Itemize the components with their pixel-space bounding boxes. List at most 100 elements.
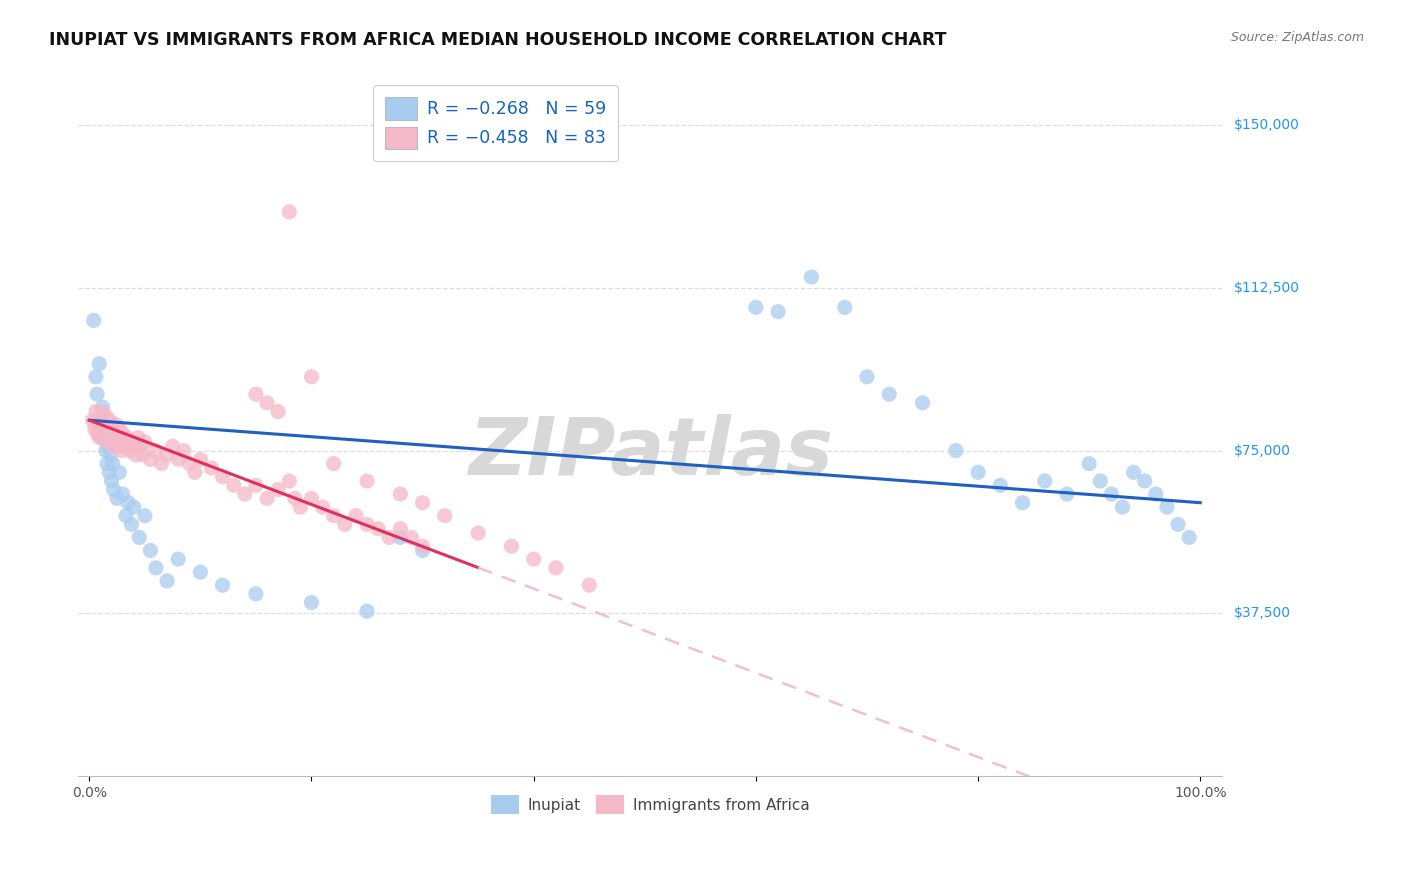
Point <box>412 496 434 510</box>
Point <box>344 508 367 523</box>
Point <box>115 431 138 445</box>
Text: $37,500: $37,500 <box>1233 607 1291 621</box>
Point <box>389 522 412 536</box>
Point <box>139 452 162 467</box>
Point <box>110 434 132 449</box>
Point <box>129 439 152 453</box>
Point <box>1033 474 1056 488</box>
Point <box>190 452 212 467</box>
Point <box>501 539 523 553</box>
Point <box>134 434 156 449</box>
Point <box>145 443 167 458</box>
Point <box>90 404 112 418</box>
Point <box>1078 457 1101 471</box>
Point <box>167 552 190 566</box>
Text: Source: ZipAtlas.com: Source: ZipAtlas.com <box>1230 31 1364 45</box>
Point <box>1090 474 1112 488</box>
Point <box>98 466 121 480</box>
Point <box>96 426 118 441</box>
Point <box>378 531 401 545</box>
Point <box>97 439 120 453</box>
Point <box>105 431 128 445</box>
Point <box>91 417 114 432</box>
Point <box>1178 531 1201 545</box>
Point <box>84 369 107 384</box>
Point <box>322 457 344 471</box>
Point <box>284 491 307 506</box>
Point <box>256 491 278 506</box>
Point <box>911 396 934 410</box>
Point <box>945 443 967 458</box>
Point <box>162 439 184 453</box>
Point <box>122 439 145 453</box>
Point <box>115 508 138 523</box>
Point <box>389 531 412 545</box>
Point <box>745 301 768 315</box>
Point <box>256 396 278 410</box>
Point <box>967 466 990 480</box>
Point <box>179 457 201 471</box>
Point <box>301 491 323 506</box>
Point <box>150 457 173 471</box>
Text: $150,000: $150,000 <box>1233 118 1299 132</box>
Point <box>127 431 149 445</box>
Point <box>89 422 111 436</box>
Point <box>1122 466 1144 480</box>
Point <box>84 404 107 418</box>
Point <box>278 205 301 219</box>
Point <box>1133 474 1156 488</box>
Point <box>1167 517 1189 532</box>
Point <box>110 443 132 458</box>
Point <box>89 413 111 427</box>
Point <box>104 417 127 432</box>
Point <box>103 483 125 497</box>
Point <box>412 543 434 558</box>
Point <box>877 387 900 401</box>
Point <box>89 357 111 371</box>
Point <box>89 431 111 445</box>
Point <box>245 387 267 401</box>
Point <box>200 461 222 475</box>
Point <box>834 301 856 315</box>
Point <box>356 474 378 488</box>
Text: INUPIAT VS IMMIGRANTS FROM AFRICA MEDIAN HOUSEHOLD INCOME CORRELATION CHART: INUPIAT VS IMMIGRANTS FROM AFRICA MEDIAN… <box>49 31 946 49</box>
Point <box>523 552 546 566</box>
Point <box>94 443 117 458</box>
Point <box>96 457 118 471</box>
Point <box>83 422 105 436</box>
Point <box>211 469 233 483</box>
Point <box>114 439 136 453</box>
Point <box>111 426 134 441</box>
Point <box>101 457 124 471</box>
Point <box>156 448 179 462</box>
Point <box>100 422 122 436</box>
Point <box>1111 500 1133 514</box>
Point <box>988 478 1011 492</box>
Point <box>121 517 143 532</box>
Point <box>267 483 290 497</box>
Point <box>190 565 212 579</box>
Point <box>94 409 117 423</box>
Point <box>856 369 879 384</box>
Point <box>118 443 141 458</box>
Point <box>301 595 323 609</box>
Point <box>82 413 104 427</box>
Point <box>90 431 112 445</box>
Legend: Inupiat, Immigrants from Africa: Inupiat, Immigrants from Africa <box>481 785 820 825</box>
Text: $112,500: $112,500 <box>1233 281 1299 295</box>
Point <box>1099 487 1122 501</box>
Point <box>311 500 333 514</box>
Point <box>356 604 378 618</box>
Point <box>125 448 148 462</box>
Point <box>301 369 323 384</box>
Point <box>467 526 489 541</box>
Point <box>211 578 233 592</box>
Point <box>87 413 110 427</box>
Point <box>107 439 129 453</box>
Point <box>578 578 600 592</box>
Point <box>98 413 121 427</box>
Point <box>94 422 117 436</box>
Point <box>278 474 301 488</box>
Point <box>412 539 434 553</box>
Point <box>97 434 120 449</box>
